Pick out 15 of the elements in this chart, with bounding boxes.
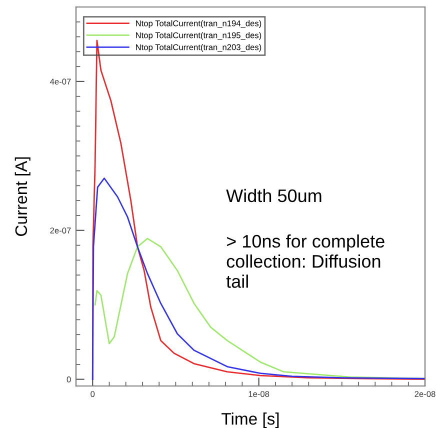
legend-label: Ntop TotalCurrent(tran_n195_des): [136, 32, 262, 40]
x-tick-label: 2e-08: [414, 391, 436, 397]
line-series: [92, 178, 425, 380]
legend-label: Ntop TotalCurrent(tran_n203_des): [136, 44, 262, 52]
legend-label: Ntop TotalCurrent(tran_n194_des): [136, 20, 262, 28]
y-tick-label: 4e-07: [50, 78, 71, 85]
annotation: Width 50um: [226, 188, 322, 202]
line-series: [92, 40, 425, 380]
y-axis-title: Current [A]: [14, 157, 30, 236]
x-tick-label: 0: [90, 391, 95, 397]
x-axis-title: Time [s]: [222, 412, 279, 428]
y-tick-label: 0: [66, 376, 71, 382]
annotation: > 10ns for complete collection: Diffusion tail: [226, 234, 384, 288]
x-tick-label: 1e-08: [248, 391, 270, 397]
y-tick-label: 2e-07: [50, 228, 71, 234]
